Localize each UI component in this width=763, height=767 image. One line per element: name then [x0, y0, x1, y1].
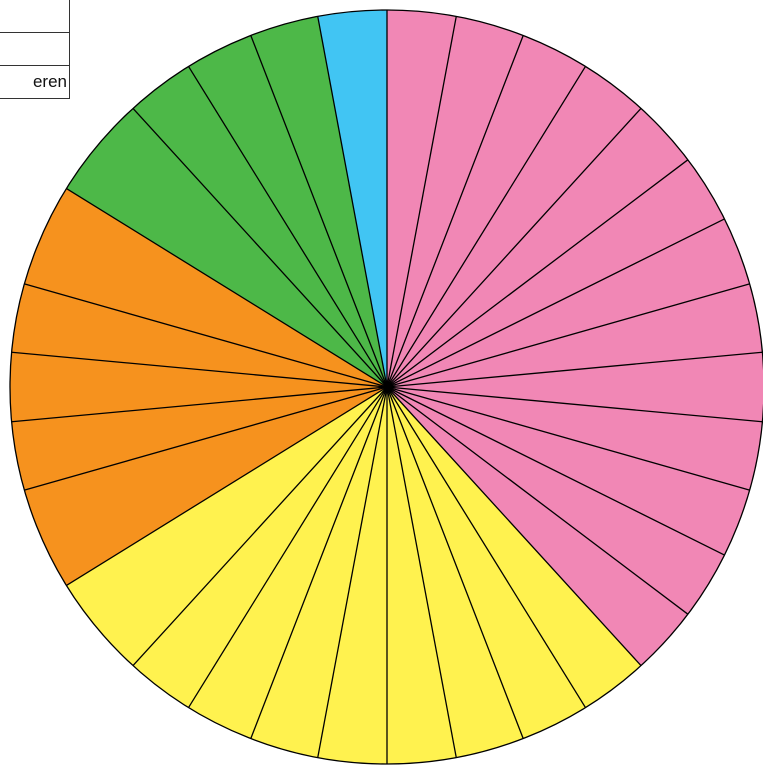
slice-divider-23 — [66, 386, 388, 587]
pie-slice-26 — [11, 283, 388, 387]
pie-slice-14 — [387, 387, 641, 708]
slice-divider-21 — [187, 386, 388, 708]
label-row — [0, 0, 70, 33]
slice-divider-29 — [132, 107, 388, 388]
pie-slice-9 — [387, 352, 763, 422]
slice-divider-8 — [386, 283, 750, 388]
label-cell-1 — [0, 0, 70, 33]
pie-slice-15 — [387, 387, 586, 739]
slice-divider-32 — [317, 16, 388, 388]
pie-slice-3 — [387, 35, 586, 388]
pie-slice-27 — [24, 188, 387, 387]
slice-divider-14 — [386, 386, 642, 667]
pie-slice-12 — [387, 387, 725, 615]
slice-divider-10 — [386, 386, 763, 423]
pie-slice-21 — [133, 387, 387, 708]
pie-slice-20 — [188, 387, 387, 739]
slice-divider-28 — [66, 187, 388, 388]
slice-divider-24 — [24, 386, 388, 491]
slice-divider-17 — [386, 386, 457, 758]
label-cell-3: eren — [0, 65, 70, 99]
slice-divider-4 — [386, 66, 587, 388]
pie-slice-2 — [387, 16, 524, 387]
pie-slice-16 — [387, 387, 524, 758]
pie-outline — [9, 9, 763, 765]
pie-slice-28 — [66, 108, 387, 387]
pie-slice-25 — [10, 352, 387, 422]
pie-slice-11 — [387, 387, 750, 556]
pie-slice-4 — [387, 66, 641, 387]
slice-divider-3 — [386, 35, 524, 388]
slice-divider-26 — [11, 351, 388, 388]
slice-divider-22 — [132, 386, 388, 667]
label-row — [0, 32, 70, 66]
slice-divider-11 — [386, 386, 750, 491]
slice-divider-16 — [386, 386, 524, 739]
pie-slice-29 — [133, 66, 387, 387]
pie-slices — [9, 9, 763, 765]
pie-slice-22 — [66, 387, 387, 666]
pie-slice-19 — [250, 387, 387, 758]
slice-divider-27 — [24, 283, 388, 388]
pie-slice-30 — [188, 35, 387, 388]
pie-slice-31 — [250, 16, 387, 387]
slice-divider-12 — [386, 386, 725, 556]
slice-divider-9 — [386, 351, 763, 388]
slice-divider-20 — [250, 386, 388, 739]
slice-divider-5 — [386, 107, 642, 388]
slice-divider-13 — [386, 386, 689, 615]
pie-slice-6 — [387, 159, 725, 387]
pie-slice-10 — [387, 387, 763, 491]
slice-divider-31 — [250, 35, 388, 388]
pie-slice-24 — [11, 387, 388, 491]
pie-slice-23 — [24, 387, 387, 586]
slice-divider-15 — [386, 386, 587, 708]
slice-divider-6 — [386, 159, 689, 388]
pie-slice-8 — [387, 283, 763, 387]
slice-divider-25 — [11, 386, 388, 423]
slice-divider-2 — [386, 16, 457, 388]
label-row: eren — [0, 65, 70, 99]
pie-slice-5 — [387, 108, 688, 387]
pie-slice-7 — [387, 218, 750, 387]
slice-divider-7 — [386, 218, 725, 388]
pie-slice-13 — [387, 387, 688, 666]
label-cell-2 — [0, 32, 70, 66]
label-table: eren — [0, 0, 70, 99]
slice-divider-19 — [317, 386, 388, 758]
slice-divider-30 — [187, 66, 388, 388]
